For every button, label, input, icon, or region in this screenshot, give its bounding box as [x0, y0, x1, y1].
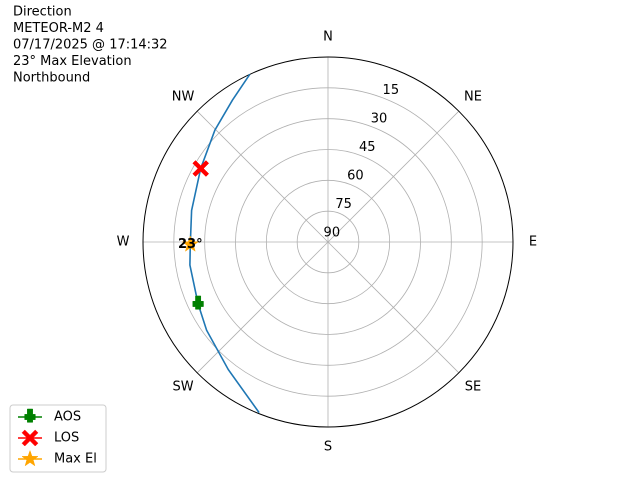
grid-spoke: [327, 110, 460, 243]
angle-label: SW: [172, 379, 193, 394]
radial-label: 60: [347, 168, 364, 183]
angle-label: W: [117, 235, 130, 250]
title-line: Northbound: [13, 71, 90, 86]
polar-frame: [142, 56, 514, 428]
title-line: 07/17/2025 @ 17:14:32: [13, 38, 168, 53]
grid-spoke: [327, 241, 460, 374]
marker-x: [192, 160, 210, 177]
title-line: Direction: [13, 5, 72, 20]
legend-marker: [21, 429, 39, 447]
legend-label: AOS: [54, 410, 81, 425]
grid-spoke: [196, 241, 329, 374]
grid-spoke: [196, 110, 329, 243]
legend-marker: [21, 449, 39, 467]
angle-label: S: [324, 440, 332, 455]
angle-label: NW: [172, 90, 195, 105]
angle-label: SE: [465, 379, 481, 394]
title-line: METEOR-M2 4: [13, 21, 104, 36]
radial-label: 45: [359, 140, 376, 155]
marker-star: [181, 235, 200, 252]
legend-label: Max El: [54, 452, 97, 467]
legend-box: [9, 404, 107, 473]
radial-label: 90: [324, 225, 341, 240]
legend-marker: [24, 408, 36, 423]
angle-label: N: [323, 30, 333, 45]
radial-label: 75: [335, 197, 352, 212]
angle-label: NE: [464, 90, 482, 105]
title-line: 23° Max Elevation: [13, 54, 132, 69]
marker-plus: [192, 295, 204, 310]
legend-label: LOS: [54, 431, 79, 446]
annotation: 23°: [178, 237, 203, 252]
radial-label: 15: [383, 83, 400, 98]
radial-label: 30: [371, 111, 388, 126]
angle-label: E: [529, 235, 537, 250]
